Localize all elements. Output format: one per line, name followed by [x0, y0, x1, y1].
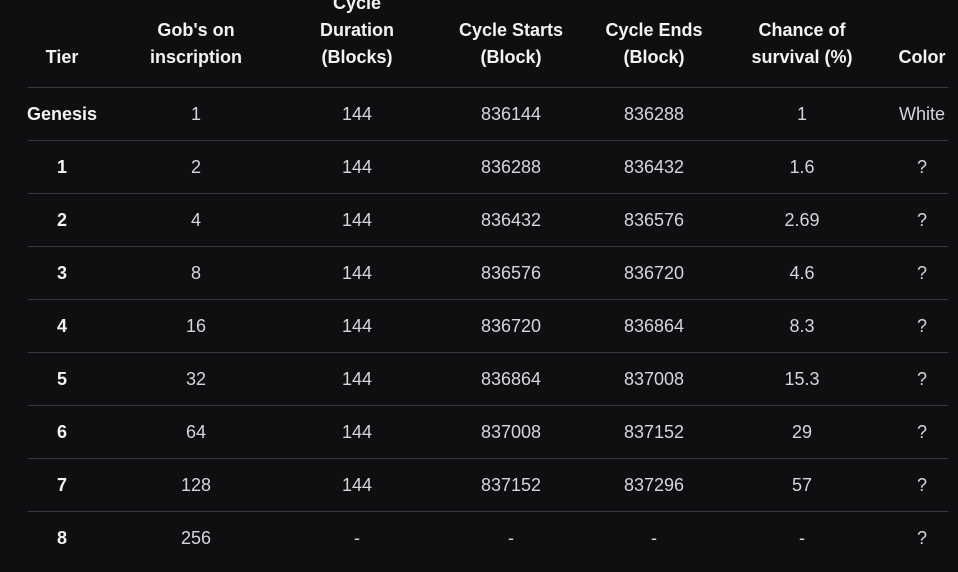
row-divider [28, 299, 948, 300]
row-divider [28, 87, 948, 88]
column-header-duration: Cycle Duration (Blocks) [320, 0, 394, 67]
row-divider [28, 405, 948, 406]
cell-gobs: 8 [190, 263, 201, 283]
cell-starts: 836432 [480, 210, 542, 230]
cell-survival: 15.3 [784, 369, 820, 389]
cell-color: ? [916, 475, 927, 495]
cell-ends: 836720 [623, 263, 685, 283]
cell-starts: 836720 [480, 316, 542, 336]
cell-ends: 837152 [623, 422, 685, 442]
cell-color: ? [916, 316, 927, 336]
row-divider [28, 140, 948, 141]
cell-tier: 2 [56, 210, 67, 230]
cell-gobs: 256 [180, 528, 212, 548]
cell-gobs: 4 [190, 210, 201, 230]
table-row: 8 256 - - - -? [0, 512, 958, 564]
cell-survival: 57 [791, 475, 813, 495]
cell-color: ? [916, 528, 927, 548]
cell-gobs: 1 [190, 104, 201, 124]
cell-color: ? [916, 369, 927, 389]
cell-duration: 144 [341, 104, 373, 124]
row-divider [28, 458, 948, 459]
cell-tier: 8 [56, 528, 67, 548]
table-row: 1 2 144 836288 836432 1.6? [0, 141, 958, 193]
cell-starts: 836576 [480, 263, 542, 283]
cell-tier: 6 [56, 422, 67, 442]
cell-tier: 3 [56, 263, 67, 283]
cell-survival: 4.6 [789, 263, 815, 283]
cell-duration: 144 [341, 263, 373, 283]
cell-gobs: 2 [190, 157, 201, 177]
cell-starts: 836288 [480, 157, 542, 177]
row-divider [28, 246, 948, 247]
cell-duration: 144 [341, 316, 373, 336]
cell-gobs: 64 [185, 422, 207, 442]
cell-duration: 144 [341, 475, 373, 495]
table-row: 4 16 144 836720 836864 8.3? [0, 300, 958, 352]
cell-gobs: 16 [185, 316, 207, 336]
column-header-tier: Tier [45, 47, 79, 67]
cell-ends: - [651, 528, 657, 548]
cell-tier: 4 [56, 316, 67, 336]
cell-survival: 1 [796, 104, 807, 124]
cell-duration: 144 [341, 422, 373, 442]
cell-color: ? [916, 422, 927, 442]
table-row: 7 128 144 837152 837296 57? [0, 459, 958, 511]
column-header-starts: Cycle Starts (Block) [458, 20, 564, 67]
cell-duration: 144 [341, 369, 373, 389]
cell-ends: 837296 [623, 475, 685, 495]
cell-ends: 836864 [623, 316, 685, 336]
cell-tier: 7 [56, 475, 67, 495]
cell-starts: 837152 [480, 475, 542, 495]
table-row: 5 32 144 836864 837008 15.3? [0, 353, 958, 405]
table-row: 2 4 144 836432 836576 2.69? [0, 194, 958, 246]
cell-color: ? [916, 263, 927, 283]
cell-survival: - [799, 528, 805, 548]
cell-tier: 1 [56, 157, 67, 177]
cell-duration: 144 [341, 157, 373, 177]
cell-survival: 8.3 [789, 316, 815, 336]
table-row: 3 8 144 836576 836720 4.6? [0, 247, 958, 299]
table-row: Genesis 1 144 836144 836288 1 White [0, 88, 958, 140]
row-divider [28, 193, 948, 194]
cell-ends: 837008 [623, 369, 685, 389]
cell-starts: 836864 [480, 369, 542, 389]
table-header: Tier Gob's on inscription Cycle Duration (… [0, 0, 958, 87]
cell-color: ? [916, 157, 927, 177]
table-row: 6 64 144 837008 837152 29? [0, 406, 958, 458]
row-divider [28, 352, 948, 353]
cell-tier: Genesis [26, 104, 98, 124]
cell-starts: - [508, 528, 514, 548]
cell-duration: - [354, 528, 360, 548]
cell-survival: 1.6 [789, 157, 815, 177]
cell-ends: 836288 [623, 104, 685, 124]
cell-duration: 144 [341, 210, 373, 230]
cell-starts: 837008 [480, 422, 542, 442]
cell-survival: 29 [791, 422, 813, 442]
cell-color: White [898, 104, 945, 124]
cell-gobs: 32 [185, 369, 207, 389]
cell-gobs: 128 [180, 475, 212, 495]
cell-survival: 2.69 [784, 210, 820, 230]
column-header-gobs: Gob's on inscription [149, 20, 242, 67]
column-header-ends: Cycle Ends (Block) [605, 20, 703, 67]
column-header-survival: Chance of survival (%) [751, 20, 853, 67]
cell-ends: 836432 [623, 157, 685, 177]
cell-starts: 836144 [480, 104, 542, 124]
cell-tier: 5 [56, 369, 67, 389]
row-divider [28, 511, 948, 512]
cell-color: ? [916, 210, 927, 230]
cell-ends: 836576 [623, 210, 685, 230]
column-header-color: Color [898, 47, 946, 67]
